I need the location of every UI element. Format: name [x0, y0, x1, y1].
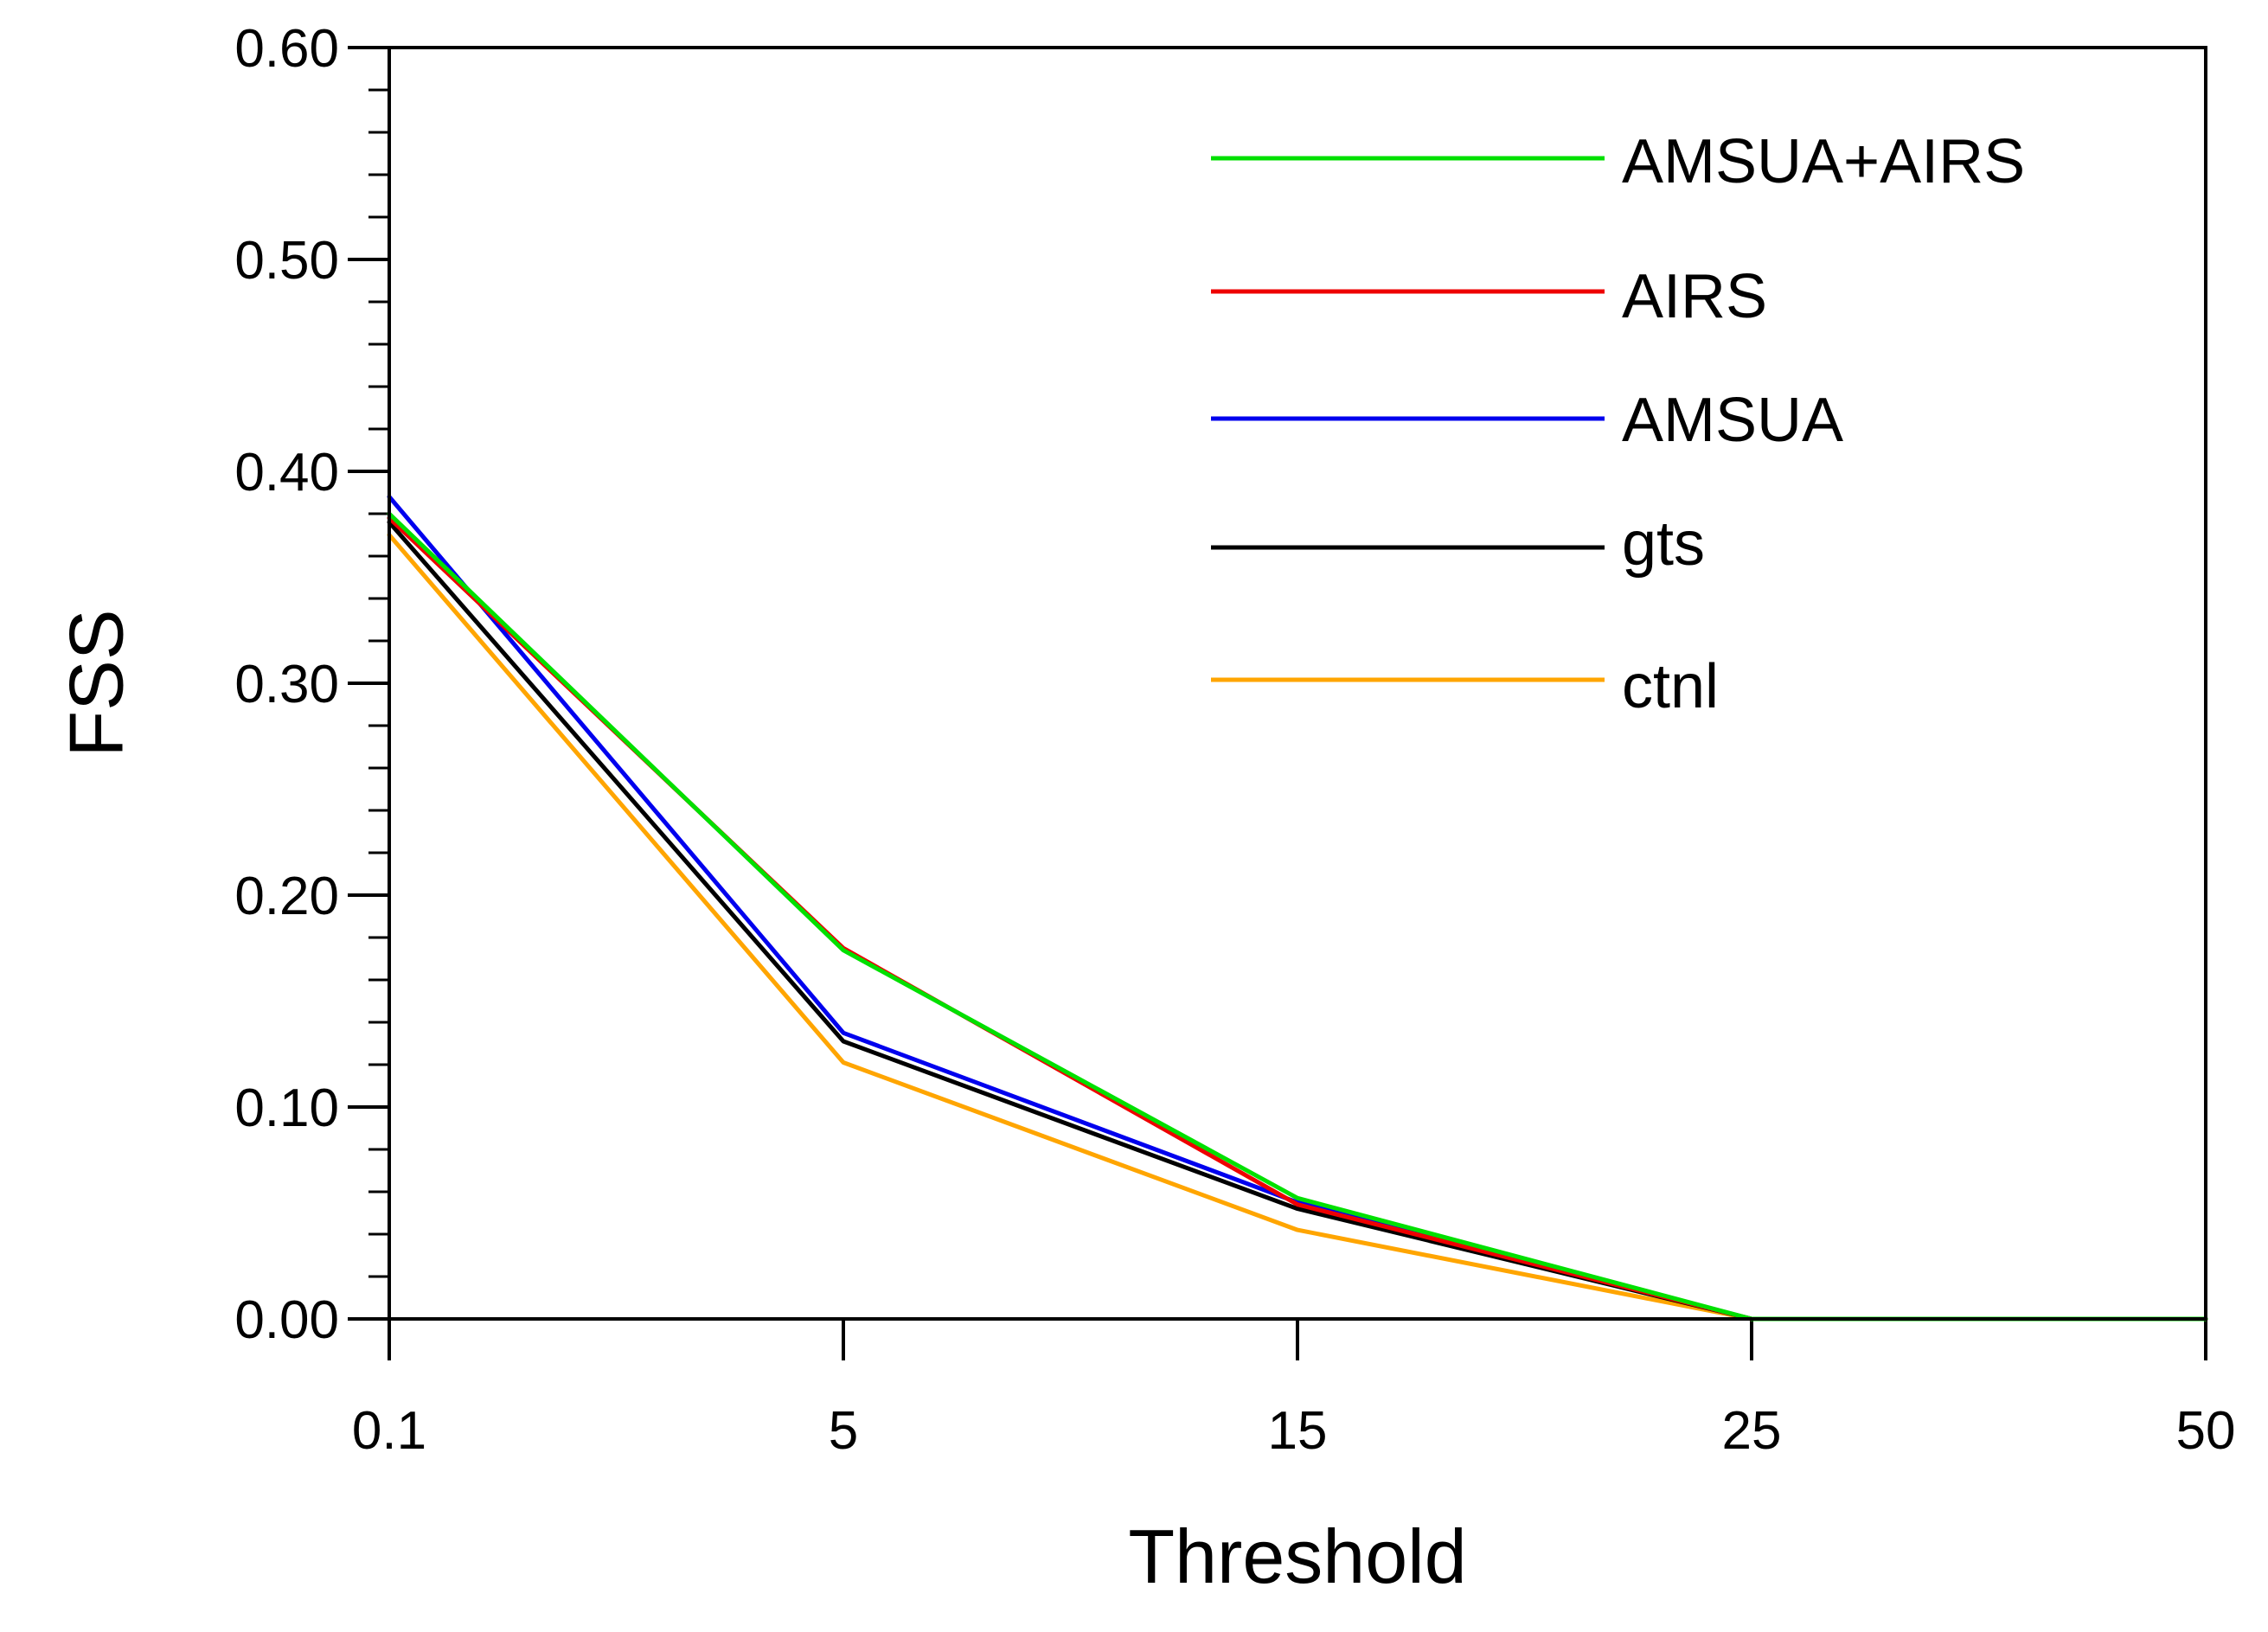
- y-tick-label: 0.50: [234, 231, 339, 291]
- legend-label-ctnl: ctnl: [1622, 652, 1719, 721]
- series-layer: [387, 494, 2208, 1322]
- y-tick-label: 0.40: [234, 443, 339, 502]
- x-tick-label: 15: [1268, 1401, 1328, 1461]
- y-tick-label: 0.00: [234, 1290, 339, 1350]
- x-tick-label: 50: [2176, 1401, 2236, 1461]
- x-tick-label: 25: [1722, 1401, 1782, 1461]
- legend: AMSUA+AIRS AIRS AMSUA gts ctnl: [1211, 127, 2025, 721]
- legend-label-amsua-airs: AMSUA+AIRS: [1622, 127, 2025, 196]
- legend-label-amsua: AMSUA: [1622, 386, 1843, 455]
- plot-frame: [388, 46, 2207, 1321]
- x-tick-label: 5: [829, 1401, 858, 1461]
- x-tick-label: 0.1: [352, 1401, 426, 1461]
- series-line-amsua-airs: [387, 511, 2208, 1322]
- series-line-amsua: [387, 494, 2208, 1322]
- labels-layer: 0.00 0.10 0.20 0.30 0.40 0.50 0.60 0.1 5 15 25 50: [234, 19, 2235, 1461]
- ticks-layer: [348, 46, 2207, 1360]
- y-tick-label: 0.60: [234, 19, 339, 79]
- y-tick-label: 0.30: [234, 655, 339, 714]
- x-axis-title: Threshold: [1128, 1514, 1466, 1599]
- y-axis-title: FSS: [53, 609, 138, 757]
- legend-label-airs: AIRS: [1622, 262, 1767, 331]
- y-tick-label: 0.10: [234, 1078, 339, 1138]
- legend-label-gts: gts: [1622, 509, 1705, 579]
- y-tick-label: 0.20: [234, 867, 339, 926]
